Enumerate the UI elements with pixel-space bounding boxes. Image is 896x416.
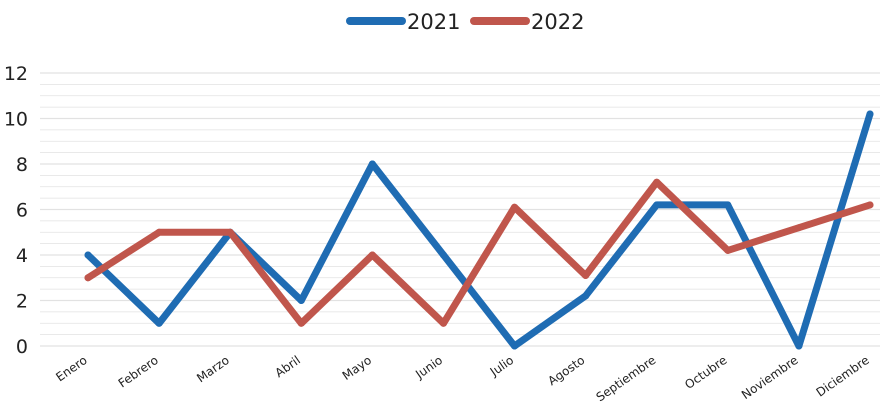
- y-tick-label: 0: [16, 336, 28, 358]
- x-axis: Enero Febrero Marzo Abril Mayo Junio Julio Agos…: [53, 353, 871, 404]
- grid-lines: [40, 72, 880, 347]
- x-tick-label: Febrero: [116, 353, 161, 390]
- y-axis: 0 2 4 6 8 10 12: [4, 63, 28, 358]
- data-point-2022: [297, 319, 305, 327]
- x-tick-label: Septiembre: [594, 353, 659, 404]
- data-point-2022: [226, 228, 234, 236]
- legend: 2021 2022: [346, 10, 584, 34]
- legend-label-2021: 2021: [407, 10, 460, 34]
- x-tick-label: Diciembre: [814, 353, 872, 400]
- data-point-2021: [582, 292, 590, 300]
- x-tick-label: Abril: [272, 353, 303, 380]
- y-tick-label: 10: [4, 109, 28, 131]
- data-point-2022: [439, 319, 447, 327]
- series-line-2021: [84, 110, 874, 350]
- data-point-2021: [724, 201, 732, 209]
- data-point-2022: [155, 228, 163, 236]
- x-tick-label: Octubre: [682, 353, 729, 392]
- y-tick-label: 8: [16, 154, 28, 176]
- data-point-2022: [582, 271, 590, 279]
- x-tick-label: Marzo: [194, 353, 232, 385]
- y-tick-label: 2: [16, 291, 28, 313]
- y-tick-label: 12: [4, 63, 28, 85]
- data-point-2021: [439, 251, 447, 259]
- data-point-2021: [84, 251, 92, 259]
- series-line-2022: [84, 178, 874, 327]
- x-tick-label: Junio: [412, 353, 445, 382]
- data-point-2022: [368, 251, 376, 259]
- x-tick-label: Julio: [487, 353, 516, 379]
- series-lines: [84, 110, 874, 350]
- x-tick-label: Enero: [53, 353, 89, 384]
- data-point-2022: [511, 203, 519, 211]
- x-tick-label: Noviembre: [739, 353, 801, 402]
- data-point-2021: [297, 297, 305, 304]
- data-point-2021: [368, 160, 376, 168]
- data-point-2021: [795, 342, 803, 350]
- y-tick-label: 4: [16, 245, 28, 267]
- data-point-2021: [866, 110, 874, 118]
- data-point-2022: [866, 201, 874, 209]
- legend-label-2022: 2022: [531, 10, 584, 34]
- data-point-2021: [653, 201, 661, 209]
- x-tick-label: Agosto: [545, 353, 587, 388]
- data-point-2021: [511, 342, 519, 350]
- data-point-2022: [84, 274, 92, 282]
- data-point-2022: [795, 224, 803, 232]
- y-tick-label: 6: [16, 200, 28, 222]
- data-point-2021: [155, 319, 163, 327]
- data-point-2022: [653, 178, 661, 186]
- x-tick-label: Mayo: [340, 353, 374, 383]
- data-point-2022: [724, 246, 732, 254]
